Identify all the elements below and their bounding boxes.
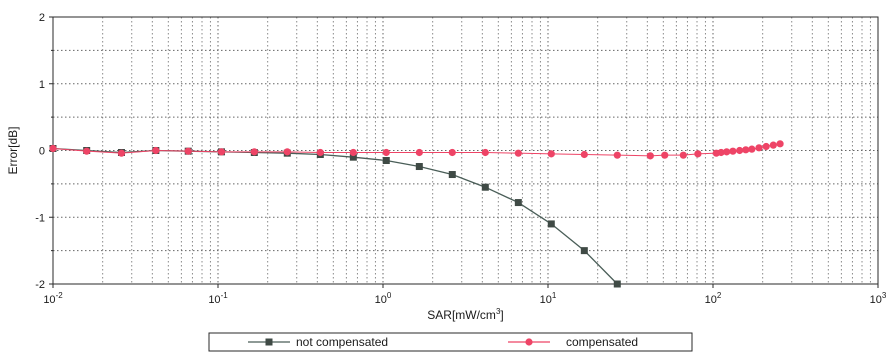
data-point-circle: [316, 148, 324, 157]
data-point-circle: [769, 141, 777, 149]
x-tick-label-base: 10: [705, 294, 717, 306]
data-point-circle: [152, 146, 160, 155]
data-point-square: [481, 183, 489, 191]
series-not-compensated: [49, 145, 621, 288]
data-point-circle: [514, 149, 522, 157]
y-tick-label: 1: [39, 79, 45, 91]
data-point-circle: [382, 148, 390, 157]
data-point-circle: [748, 145, 756, 153]
data-point-circle: [83, 147, 91, 155]
data-point-circle: [217, 148, 226, 156]
data-point-square: [415, 163, 423, 171]
data-point-circle: [755, 144, 763, 152]
x-tick-label-base: 10: [43, 294, 55, 306]
data-point-circle: [729, 147, 737, 155]
x-tick-label-exponent: 3: [882, 291, 886, 300]
data-point-square: [580, 247, 588, 255]
legend-marker-compensated: [525, 338, 533, 346]
data-point-circle: [481, 148, 489, 157]
x-axis-label-end: ]: [500, 308, 503, 322]
x-tick-label: 103: [870, 291, 886, 306]
series: [49, 140, 784, 288]
x-tick-label-exponent: 1: [552, 291, 557, 300]
data-point-circle: [646, 152, 654, 160]
data-point-circle: [717, 148, 725, 157]
data-point-circle: [580, 150, 588, 159]
x-axis-label-sup: 3: [496, 307, 501, 316]
data-point-circle: [250, 148, 258, 156]
legend-box: [208, 332, 693, 352]
legend-label-not-compensated: not compensated: [296, 335, 388, 349]
data-point-circle: [776, 140, 784, 148]
data-point-circle: [679, 151, 687, 159]
data-point-square: [349, 153, 357, 161]
x-tick-label-exponent: -2: [56, 291, 64, 300]
data-point-circle: [448, 148, 456, 157]
y-tick-label: 2: [39, 12, 45, 24]
series-compensated: [49, 140, 784, 160]
data-point-circle: [736, 146, 744, 155]
axes: 210-1-210-2 10-1 100 101 102 103: [35, 12, 886, 306]
data-point-square: [448, 171, 456, 179]
data-point-circle: [349, 148, 357, 157]
data-point-circle: [184, 147, 192, 155]
x-tick-label: 102: [705, 291, 722, 306]
data-point-circle: [415, 148, 423, 157]
x-axis-label: SAR[mW/cm3]: [427, 307, 503, 322]
legend-label-compensated: compensated: [566, 335, 638, 349]
x-tick-label: 10-2: [43, 291, 63, 306]
data-point-square: [514, 199, 522, 207]
data-point-circle: [547, 150, 555, 158]
data-point-circle: [661, 151, 669, 159]
x-tick-label: 101: [540, 291, 557, 306]
data-point-circle: [613, 151, 621, 159]
data-point-circle: [742, 146, 750, 154]
data-point-circle: [117, 149, 126, 157]
series-line: [52, 147, 618, 285]
x-axis-label-text: SAR[mW/cm: [427, 308, 496, 322]
data-point-square: [382, 157, 390, 165]
x-tick-label-base: 10: [208, 294, 220, 306]
x-tick-label: 10-1: [208, 291, 228, 306]
data-point-circle: [283, 148, 291, 156]
x-tick-label: 100: [375, 291, 392, 306]
x-tick-label-base: 10: [375, 294, 387, 306]
data-point-circle: [762, 142, 770, 151]
x-tick-label-exponent: -1: [221, 291, 229, 300]
data-point-circle: [694, 150, 702, 158]
x-tick-label-exponent: 2: [717, 291, 722, 300]
y-tick-label: -1: [35, 212, 45, 224]
data-point-square: [547, 220, 555, 228]
data-point-circle: [49, 144, 57, 153]
x-tick-label-base: 10: [870, 294, 882, 306]
x-tick-label-base: 10: [540, 294, 552, 306]
y-axis-label: Error[dB]: [6, 126, 20, 174]
data-point-circle: [723, 148, 731, 156]
legend-marker-not-compensated: [265, 338, 273, 346]
legend: not compensated compensated: [208, 332, 693, 352]
x-tick-label-exponent: 0: [387, 291, 392, 300]
y-tick-label: -2: [35, 279, 45, 291]
y-tick-label: 0: [39, 146, 45, 158]
data-point-square: [613, 280, 621, 288]
